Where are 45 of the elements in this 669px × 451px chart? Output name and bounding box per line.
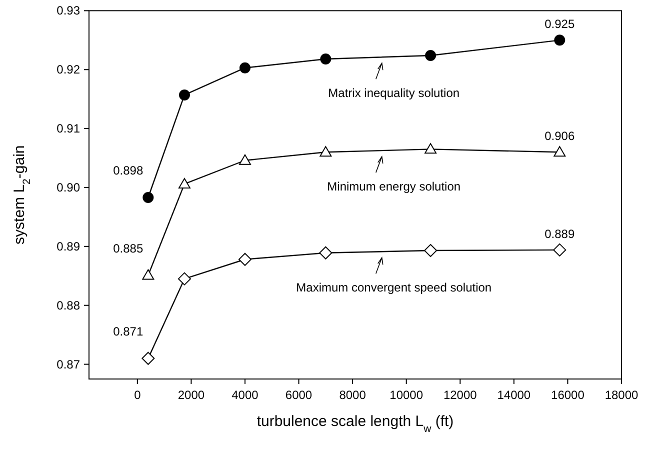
- data-label: 0.889: [544, 226, 575, 241]
- point: [178, 89, 190, 100]
- annotation: Matrix inequality solution: [328, 86, 460, 100]
- data-label: 0.885: [113, 241, 144, 256]
- data-label: 0.925: [544, 17, 575, 32]
- point: [238, 252, 252, 266]
- point: [424, 244, 438, 258]
- x-tick-label: 12000: [443, 388, 478, 402]
- x-axis-title: turbulence scale length L$_{w}$ (ft): [256, 413, 454, 435]
- point: [239, 62, 250, 74]
- data-label: 0.898: [113, 164, 144, 178]
- y-tick-label: 0.90: [56, 180, 80, 194]
- point: [424, 143, 437, 154]
- point: [554, 34, 566, 46]
- point: [142, 352, 155, 365]
- y-tick-label: 0.93: [56, 4, 80, 18]
- x-tick-label: 8000: [339, 388, 366, 402]
- x-tick-label: 2000: [178, 388, 205, 402]
- y-tick-label: 0.88: [56, 298, 80, 312]
- point: [178, 272, 191, 286]
- x-tick-label: 4000: [232, 388, 259, 402]
- point: [142, 192, 154, 203]
- point: [238, 154, 251, 165]
- x-tick-label: 16000: [551, 388, 585, 402]
- point: [319, 246, 332, 260]
- point: [178, 178, 190, 188]
- x-tick-label: 6000: [285, 388, 312, 402]
- point: [320, 146, 332, 157]
- x-tick-label: 0: [134, 388, 142, 402]
- x-tick-label: 10000: [390, 388, 424, 402]
- annotation: Minimum energy solution: [327, 180, 461, 194]
- y-tick-label: 0.92: [56, 62, 80, 77]
- point: [554, 146, 566, 157]
- y-tick-label: 0.91: [56, 122, 80, 136]
- y-tick-label: 0.89: [56, 239, 80, 254]
- x-tick-label: 18000: [604, 388, 639, 402]
- point: [320, 54, 332, 65]
- annotation: Maximum convergent speed solution: [296, 280, 492, 295]
- point: [425, 50, 436, 61]
- y-tick-label: 0.87: [56, 357, 80, 372]
- data-label: 0.906: [544, 129, 575, 144]
- point: [553, 243, 566, 256]
- point: [142, 269, 154, 280]
- data-label: 0.871: [113, 324, 144, 338]
- x-tick-label: 14000: [497, 388, 531, 402]
